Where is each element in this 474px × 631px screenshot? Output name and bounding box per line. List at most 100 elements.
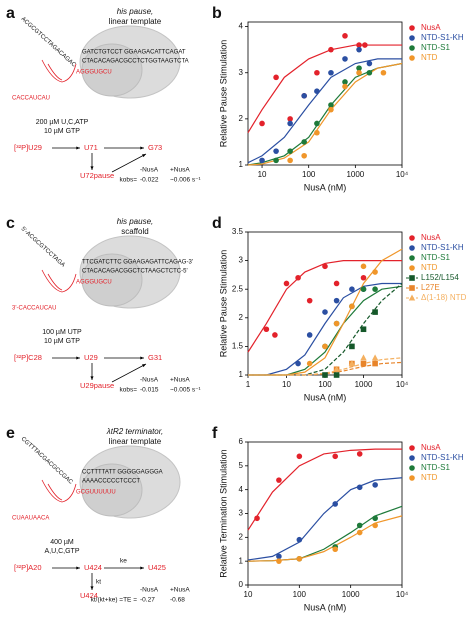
- data-point: [306, 332, 313, 338]
- mid-species: U29: [84, 353, 98, 362]
- y-axis-label: Relative Termination Stimulation: [218, 449, 228, 577]
- fit-curve: [247, 58, 402, 164]
- data-point: [366, 69, 373, 76]
- y-tick-label: 5: [239, 461, 244, 470]
- legend-label: NTD-S1-KH: [421, 243, 464, 252]
- data-point: [276, 477, 282, 483]
- y-tick-label: 4: [239, 22, 244, 31]
- legend-label: NTD-S1-KH: [421, 33, 464, 42]
- data-point: [287, 148, 293, 154]
- x-tick-label: 1000: [346, 170, 364, 179]
- data-point: [332, 546, 339, 553]
- data-point: [287, 120, 293, 127]
- arrow-head: [90, 376, 94, 380]
- plot-frame: [247, 21, 403, 166]
- mid-species: U424: [84, 563, 102, 572]
- data-point: [356, 65, 362, 71]
- legend-label: NTD: [421, 263, 438, 272]
- data-point: [342, 79, 348, 85]
- plus-label: +NusA: [170, 377, 190, 384]
- legend-marker: [408, 294, 416, 301]
- x-tick-label: 10: [282, 380, 291, 389]
- data-point: [372, 269, 378, 275]
- pause-species: U424: [80, 591, 98, 600]
- legend-label: L27E: [421, 283, 440, 292]
- y-tick-label: 1.5: [232, 342, 244, 351]
- data-point: [296, 453, 303, 460]
- plot-frame: [247, 441, 403, 586]
- data-point: [342, 83, 348, 90]
- fit-curve: [247, 448, 402, 531]
- plus-value: ~0.005 s⁻¹: [170, 387, 202, 394]
- data-point: [372, 515, 378, 522]
- arrow-head: [142, 154, 146, 158]
- data-point: [287, 116, 293, 122]
- data-point: [360, 326, 367, 333]
- condition: 200 µM U,C,ATP: [36, 119, 89, 126]
- data-point: [356, 42, 362, 48]
- legend-label: NTD: [421, 473, 438, 482]
- data-point: [283, 280, 290, 287]
- legend-marker: [409, 245, 415, 251]
- data-point: [360, 263, 367, 270]
- x-tick-label: 10: [258, 170, 267, 179]
- fit-curve: [247, 260, 402, 353]
- data-point: [259, 120, 265, 127]
- start-species: [³²P]U29: [14, 143, 42, 152]
- x-tick-label: 1: [246, 380, 251, 389]
- data-point: [306, 360, 313, 367]
- x-axis-label: NusA (nM): [304, 392, 347, 402]
- plus-value: ~0.006 s⁻¹: [170, 177, 202, 184]
- data-point: [349, 286, 355, 293]
- x-tick-label: 10⁴: [396, 170, 409, 179]
- data-point: [348, 360, 356, 367]
- data-point: [360, 360, 367, 367]
- data-point: [380, 69, 387, 76]
- start-species: [³²P]A20: [14, 563, 42, 572]
- arrow-head: [140, 356, 144, 360]
- data-point: [356, 484, 363, 491]
- rate-kt: kt: [96, 579, 101, 586]
- data-point: [322, 263, 328, 270]
- final-species: U425: [148, 563, 166, 572]
- fit-curve: [247, 62, 403, 166]
- y-axis-label: Relative Pause Stimulation: [218, 40, 228, 148]
- data-point: [295, 360, 301, 367]
- data-point: [372, 360, 378, 367]
- data-point: [314, 69, 320, 76]
- panel-letter: e: [6, 425, 15, 442]
- legend-label: NusA: [421, 23, 441, 32]
- y-tick-label: 2.5: [232, 284, 244, 293]
- legend-marker: [409, 455, 415, 461]
- rnap-blob: [81, 43, 143, 97]
- x-tick-label: 1000: [355, 380, 373, 389]
- x-tick-label: 10⁴: [396, 590, 409, 599]
- data-point: [371, 354, 379, 361]
- rate-ke: ke: [120, 558, 127, 565]
- nontemplate-strand: TTCGATCTTC GGAAGAGATTCAGAG-3': [82, 260, 193, 266]
- legend-marker: [409, 235, 415, 241]
- data-point: [314, 120, 320, 127]
- x-tick-label: 10: [244, 590, 253, 599]
- y-tick-label: 1: [239, 160, 244, 169]
- condition: 400 µM: [50, 539, 74, 546]
- data-point: [332, 501, 339, 507]
- data-point: [273, 148, 279, 154]
- y-tick-label: 2: [239, 313, 244, 322]
- minus-label: -NusA: [140, 587, 159, 594]
- panel-letter: c: [6, 215, 15, 232]
- y-tick-label: 1: [239, 556, 244, 565]
- data-point: [287, 157, 293, 164]
- rna-5prime: 3'-CACCAUCAU: [12, 306, 56, 312]
- condition: 100 µM UTP: [42, 329, 82, 336]
- data-point: [356, 451, 363, 457]
- data-point: [333, 297, 340, 304]
- data-point: [276, 553, 282, 560]
- data-point: [356, 529, 363, 536]
- data-point: [372, 482, 378, 488]
- panel-letter: d: [212, 215, 222, 232]
- data-point: [301, 139, 307, 145]
- data-point: [356, 69, 362, 76]
- y-tick-label: 2: [239, 114, 244, 123]
- data-point: [328, 102, 334, 108]
